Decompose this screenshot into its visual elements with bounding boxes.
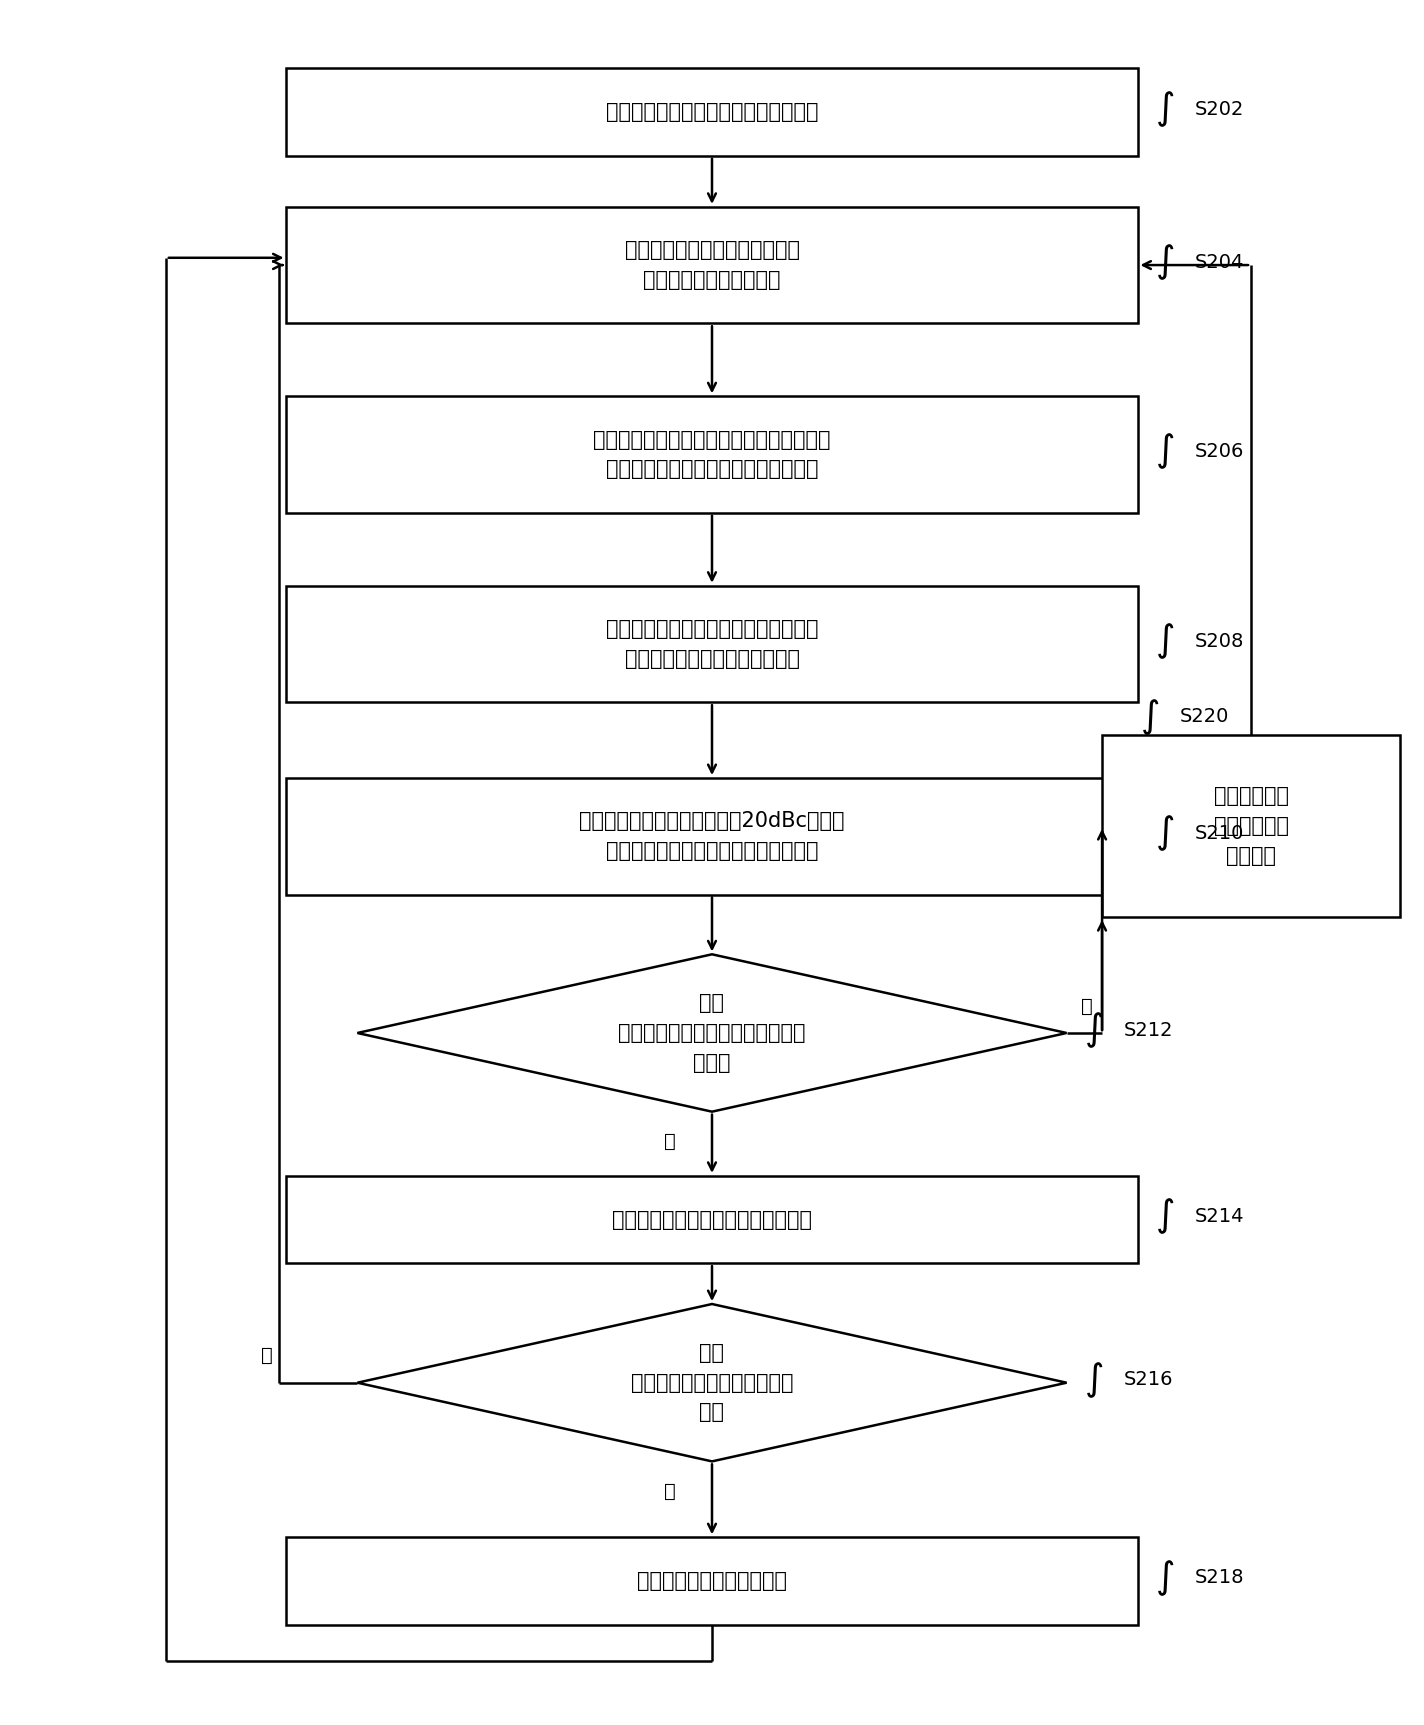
Text: S206: S206 bbox=[1195, 442, 1243, 461]
Text: 系统上电，对信号进行数字预失真处理: 系统上电，对信号进行数字预失真处理 bbox=[605, 102, 819, 122]
Text: $\int$: $\int$ bbox=[1155, 90, 1173, 129]
Text: 根据计算的上述带外信号的起止频点和
带宽计算带外信号的功率谱密度: 根据计算的上述带外信号的起止频点和 带宽计算带外信号的功率谱密度 bbox=[605, 619, 819, 669]
FancyBboxPatch shape bbox=[286, 397, 1138, 512]
Text: 将带外信号的功率谱密度减去20dBc的值，
作为带外信号的功率谱密度的检测门限: 将带外信号的功率谱密度减去20dBc的值， 作为带外信号的功率谱密度的检测门限 bbox=[580, 811, 844, 861]
Text: 采样数字预失真前的信号数据和
数字预失真后的信号数据: 采样数字预失真前的信号数据和 数字预失真后的信号数据 bbox=[625, 240, 799, 290]
Text: $\int$: $\int$ bbox=[1141, 697, 1159, 737]
Text: 判断
带外信号的功率谱密度是否超过检
测门限: 判断 带外信号的功率谱密度是否超过检 测门限 bbox=[618, 994, 806, 1073]
Text: S210: S210 bbox=[1195, 825, 1243, 844]
FancyBboxPatch shape bbox=[286, 586, 1138, 702]
Text: $\int$: $\int$ bbox=[1084, 1359, 1104, 1399]
Text: $\int$: $\int$ bbox=[1155, 242, 1173, 281]
Polygon shape bbox=[357, 1304, 1067, 1461]
Text: $\int$: $\int$ bbox=[1155, 431, 1173, 471]
Text: $\int$: $\int$ bbox=[1155, 621, 1173, 661]
Text: $\int$: $\int$ bbox=[1155, 1558, 1173, 1597]
Text: S212: S212 bbox=[1124, 1021, 1173, 1040]
Text: S218: S218 bbox=[1195, 1568, 1243, 1587]
FancyBboxPatch shape bbox=[286, 1176, 1138, 1263]
Text: $\int$: $\int$ bbox=[1084, 1011, 1104, 1051]
Text: S202: S202 bbox=[1195, 100, 1243, 119]
Text: S208: S208 bbox=[1195, 631, 1243, 650]
Text: $\int$: $\int$ bbox=[1155, 1197, 1173, 1237]
Text: 否: 否 bbox=[261, 1346, 272, 1364]
Polygon shape bbox=[357, 954, 1067, 1111]
Text: S214: S214 bbox=[1195, 1208, 1243, 1226]
Text: 信号异常告警
恢复，打开功
率放大器: 信号异常告警 恢复，打开功 率放大器 bbox=[1213, 787, 1289, 866]
Text: 判断
数字预失真前的信号数据是否
正常: 判断 数字预失真前的信号数据是否 正常 bbox=[631, 1344, 793, 1423]
Text: 关闭功率放大器，上报信号异常告警: 关闭功率放大器，上报信号异常告警 bbox=[612, 1209, 812, 1230]
FancyBboxPatch shape bbox=[286, 207, 1138, 323]
Text: 根据信号信道的带宽值和采样速率计算信号
信道带宽的带外信号的起止频点和带宽: 根据信号信道的带宽值和采样速率计算信号 信道带宽的带外信号的起止频点和带宽 bbox=[594, 430, 830, 480]
FancyBboxPatch shape bbox=[286, 1537, 1138, 1625]
FancyBboxPatch shape bbox=[286, 69, 1138, 155]
FancyBboxPatch shape bbox=[1102, 735, 1400, 918]
Text: 重新初始化数字预失真参数: 重新初始化数字预失真参数 bbox=[637, 1571, 787, 1590]
Text: 否: 否 bbox=[1081, 997, 1092, 1016]
Text: 是: 是 bbox=[664, 1132, 675, 1151]
Text: S204: S204 bbox=[1195, 252, 1243, 271]
Text: 是: 是 bbox=[664, 1482, 675, 1501]
Text: $\int$: $\int$ bbox=[1155, 814, 1173, 854]
FancyBboxPatch shape bbox=[286, 778, 1138, 895]
Text: S220: S220 bbox=[1180, 707, 1229, 726]
Text: S216: S216 bbox=[1124, 1370, 1173, 1389]
